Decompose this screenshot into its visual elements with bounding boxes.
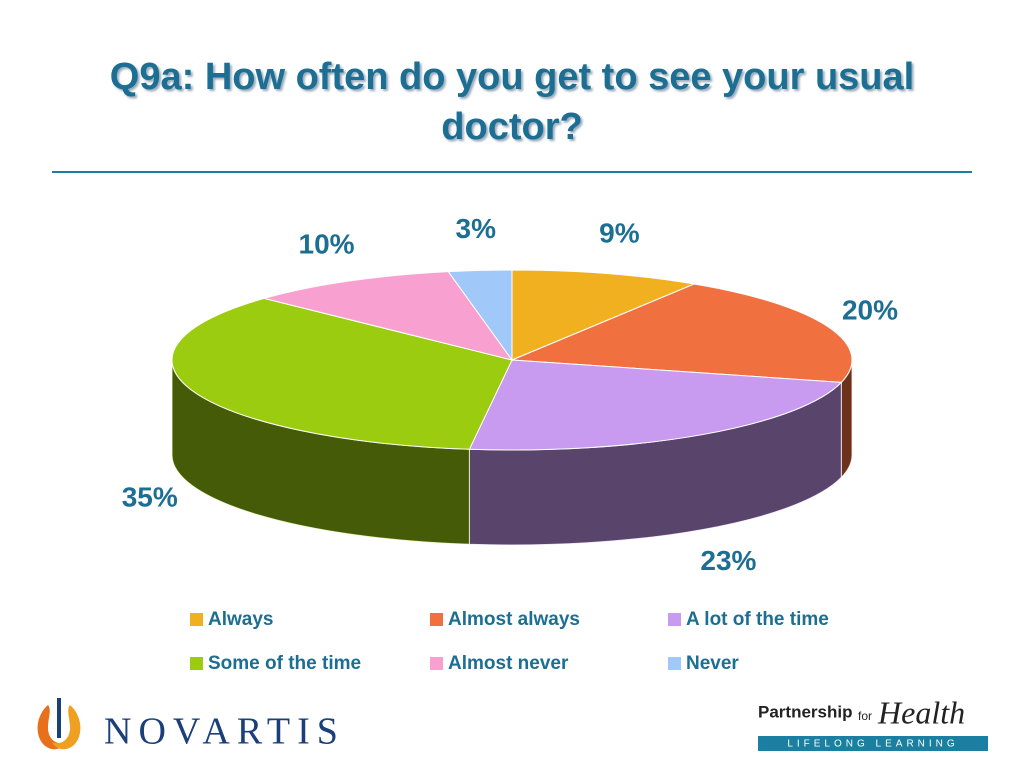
logo-band bbox=[758, 736, 988, 751]
slice bbox=[511, 283, 853, 383]
partnership-logo: Partnership for Health LIFELONG LEARNING bbox=[758, 694, 988, 751]
legend-label: Almost always bbox=[448, 609, 580, 630]
legend: Always Almost always A lot of the time Some… bbox=[190, 609, 829, 674]
slice bbox=[262, 271, 514, 361]
logo-text: NOVARTIS bbox=[104, 711, 345, 753]
data-label: 9% bbox=[599, 218, 640, 249]
legend-swatch bbox=[190, 657, 203, 670]
slice bbox=[171, 297, 513, 450]
legend-label: Almost never bbox=[448, 653, 569, 674]
logo-flame bbox=[52, 705, 81, 750]
legend-swatch bbox=[668, 657, 681, 670]
slice bbox=[447, 269, 513, 362]
legend-swatch bbox=[668, 613, 681, 626]
logo-text: Health bbox=[877, 694, 965, 730]
data-label: 23% bbox=[700, 545, 756, 576]
logo-stem bbox=[57, 698, 61, 738]
logo-text: LIFELONG LEARNING bbox=[787, 739, 958, 750]
legend-label: Some of the time bbox=[208, 653, 361, 674]
legend-label: A lot of the time bbox=[686, 609, 829, 630]
legend-swatch bbox=[430, 613, 443, 626]
data-label: 35% bbox=[122, 481, 178, 512]
data-label: 3% bbox=[456, 213, 497, 244]
novartis-logo: NOVARTIS bbox=[37, 698, 345, 753]
data-label: 20% bbox=[842, 295, 898, 326]
legend-swatch bbox=[190, 613, 203, 626]
logo-text: Partnership bbox=[758, 702, 852, 721]
legend-label: Always bbox=[208, 609, 273, 630]
legend-label: Never bbox=[686, 653, 739, 674]
pie: 9% 20% 23% 35% 10% 3% bbox=[122, 213, 898, 576]
chart-title: Q9a: How often do you get to see your us… bbox=[109, 56, 915, 148]
slice bbox=[468, 359, 843, 451]
data-label: 10% bbox=[299, 228, 355, 259]
logo-flame bbox=[37, 705, 66, 750]
legend-swatch bbox=[430, 657, 443, 670]
logo-text: for bbox=[858, 709, 872, 723]
slice bbox=[511, 269, 696, 361]
